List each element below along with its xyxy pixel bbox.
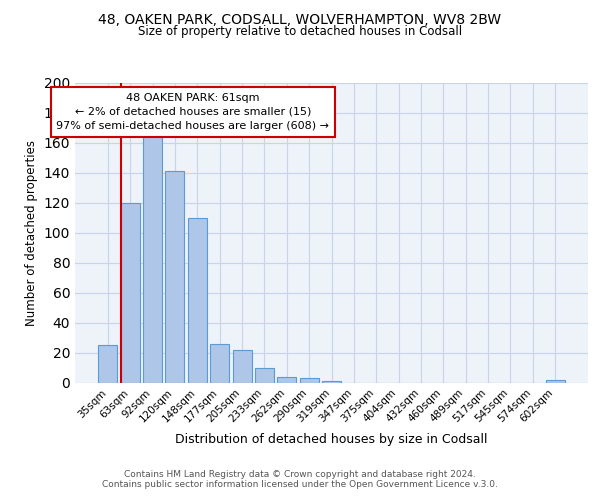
Bar [121, 202, 140, 382]
Bar [545, 380, 565, 382]
Text: Size of property relative to detached houses in Codsall: Size of property relative to detached ho… [138, 25, 462, 38]
Text: 48 OAKEN PARK: 61sqm
← 2% of detached houses are smaller (15)
97% of semi-detach: 48 OAKEN PARK: 61sqm ← 2% of detached ho… [56, 93, 329, 131]
Bar [277, 376, 296, 382]
Bar [143, 130, 162, 382]
Text: 48, OAKEN PARK, CODSALL, WOLVERHAMPTON, WV8 2BW: 48, OAKEN PARK, CODSALL, WOLVERHAMPTON, … [98, 12, 502, 26]
Bar [98, 345, 118, 383]
X-axis label: Distribution of detached houses by size in Codsall: Distribution of detached houses by size … [175, 432, 488, 446]
Text: Contains HM Land Registry data © Crown copyright and database right 2024.: Contains HM Land Registry data © Crown c… [124, 470, 476, 479]
Bar [299, 378, 319, 382]
Bar [210, 344, 229, 382]
Text: Contains public sector information licensed under the Open Government Licence v.: Contains public sector information licen… [102, 480, 498, 489]
Bar [166, 171, 184, 382]
Bar [255, 368, 274, 382]
Bar [188, 218, 207, 382]
Y-axis label: Number of detached properties: Number of detached properties [25, 140, 38, 326]
Bar [322, 381, 341, 382]
Bar [233, 350, 251, 382]
